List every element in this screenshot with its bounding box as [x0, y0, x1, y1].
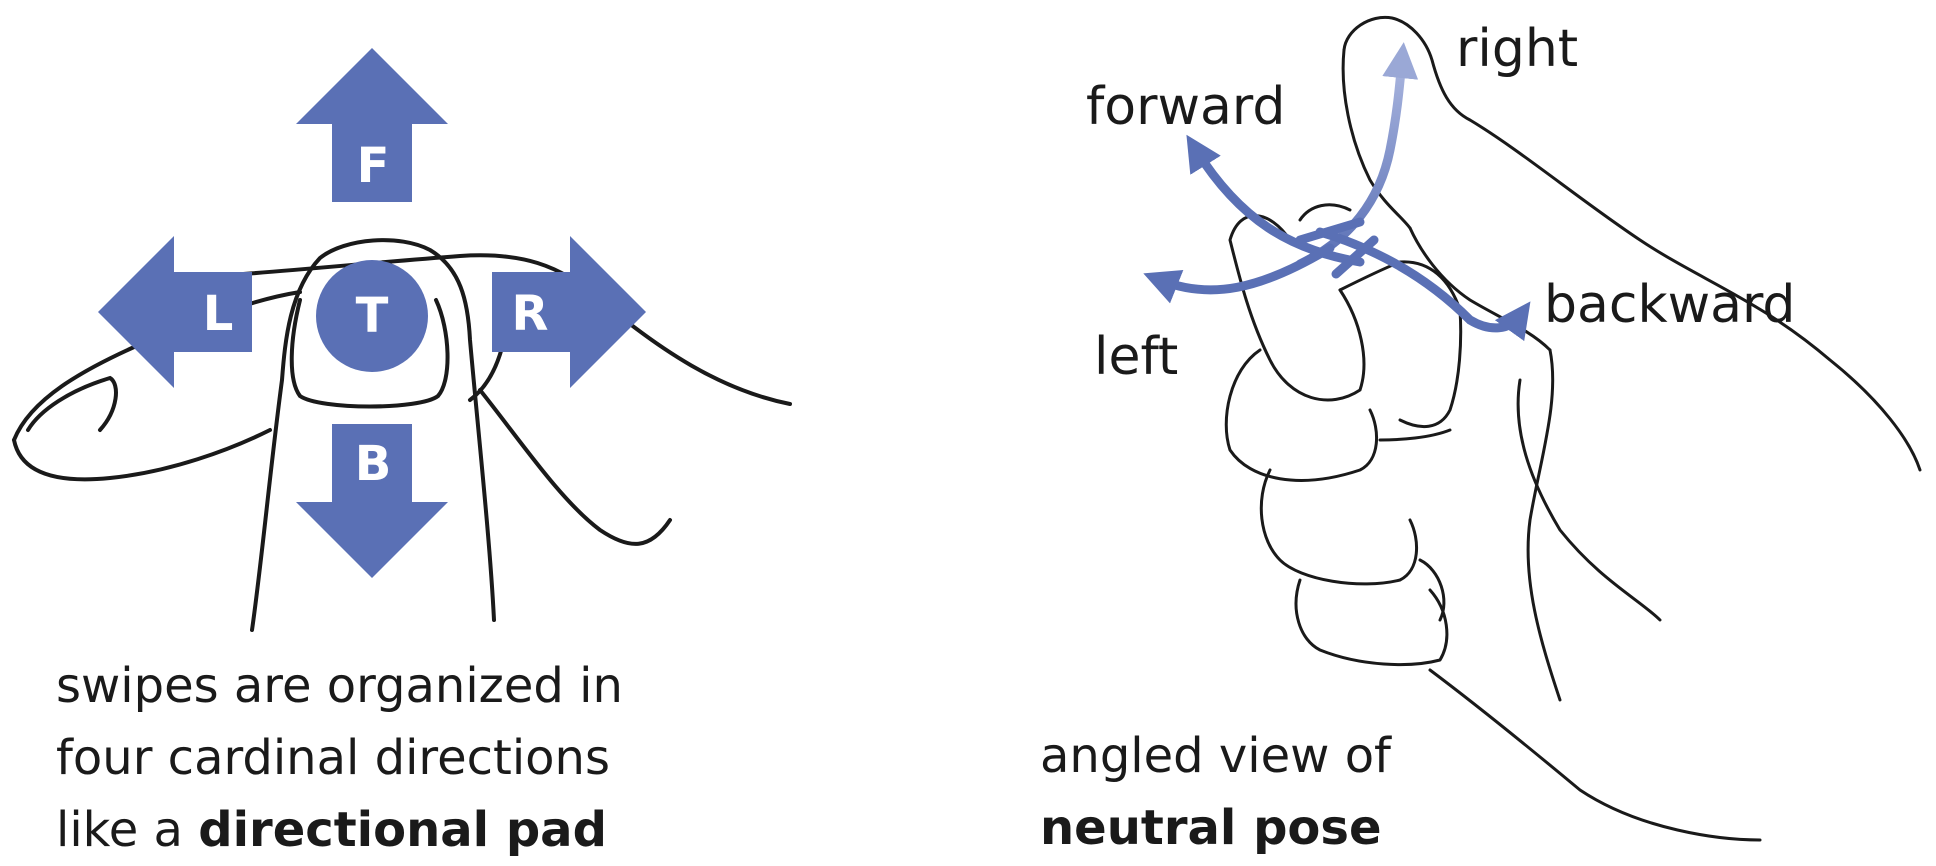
backward-arrow: [296, 424, 448, 578]
forward-gesture-arrow: [1186, 134, 1365, 267]
pose-gesture-arrows: [1143, 42, 1531, 342]
gesture-cross-1: [1295, 217, 1365, 245]
left-caption-line-3-bold: directional pad: [198, 802, 607, 858]
left-caption: swipes are organized in four cardinal di…: [56, 650, 623, 866]
finger-1-outline: [1228, 214, 1366, 402]
right-caption: angled view of neutral pose: [1040, 720, 1391, 864]
thumb-outline-right: [1342, 15, 1922, 472]
label-backward: backward: [1544, 275, 1795, 335]
finger-2-outline: [1224, 348, 1379, 482]
left-label: L: [203, 286, 234, 342]
left-caption-line-3: like a directional pad: [56, 794, 623, 866]
knuckle-line-1: [1338, 260, 1463, 429]
palm-bottom-line: [1428, 668, 1762, 842]
right-label: R: [512, 286, 549, 342]
thumb-nail-right: [1298, 203, 1352, 222]
thumbnail-outline: [289, 298, 450, 409]
knuckle-line-2: [1378, 428, 1452, 442]
left-arrow: [98, 236, 252, 388]
finger-4-outline: [1294, 578, 1449, 667]
left-caption-line-1: swipes are organized in: [56, 658, 623, 714]
right-caption-line-1: angled view of: [1040, 728, 1391, 784]
fist-illustration: [1224, 15, 1922, 842]
thumb-inner-line: [1341, 48, 1412, 230]
forward-label: F: [357, 138, 390, 194]
left-caption-line-2: four cardinal directions: [56, 730, 610, 786]
label-right: right: [1456, 19, 1578, 79]
label-forward: forward: [1086, 77, 1285, 137]
tap-label: T: [356, 288, 389, 344]
label-left: left: [1094, 327, 1178, 387]
left-caption-line-3-regular: like a: [56, 802, 199, 858]
forward-arrow: [296, 48, 448, 202]
finger-3-outline: [1259, 468, 1419, 586]
knuckles-outline: [228, 253, 792, 406]
thumb-outline: [250, 238, 496, 632]
right-caption-line-2: neutral pose: [1040, 800, 1382, 856]
backward-label: B: [355, 436, 392, 492]
knuckle-line-3: [1418, 558, 1446, 622]
right-arrow: [492, 236, 646, 388]
wrist-outline: [1526, 348, 1562, 702]
lower-fingers-outline: [478, 388, 672, 546]
wrist-inner-line: [1516, 378, 1662, 622]
left-gesture-arrow: [1143, 243, 1335, 304]
tap-circle: [316, 260, 428, 372]
dpad: F B L R T: [98, 48, 646, 578]
gesture-cross-2: [1331, 235, 1379, 279]
